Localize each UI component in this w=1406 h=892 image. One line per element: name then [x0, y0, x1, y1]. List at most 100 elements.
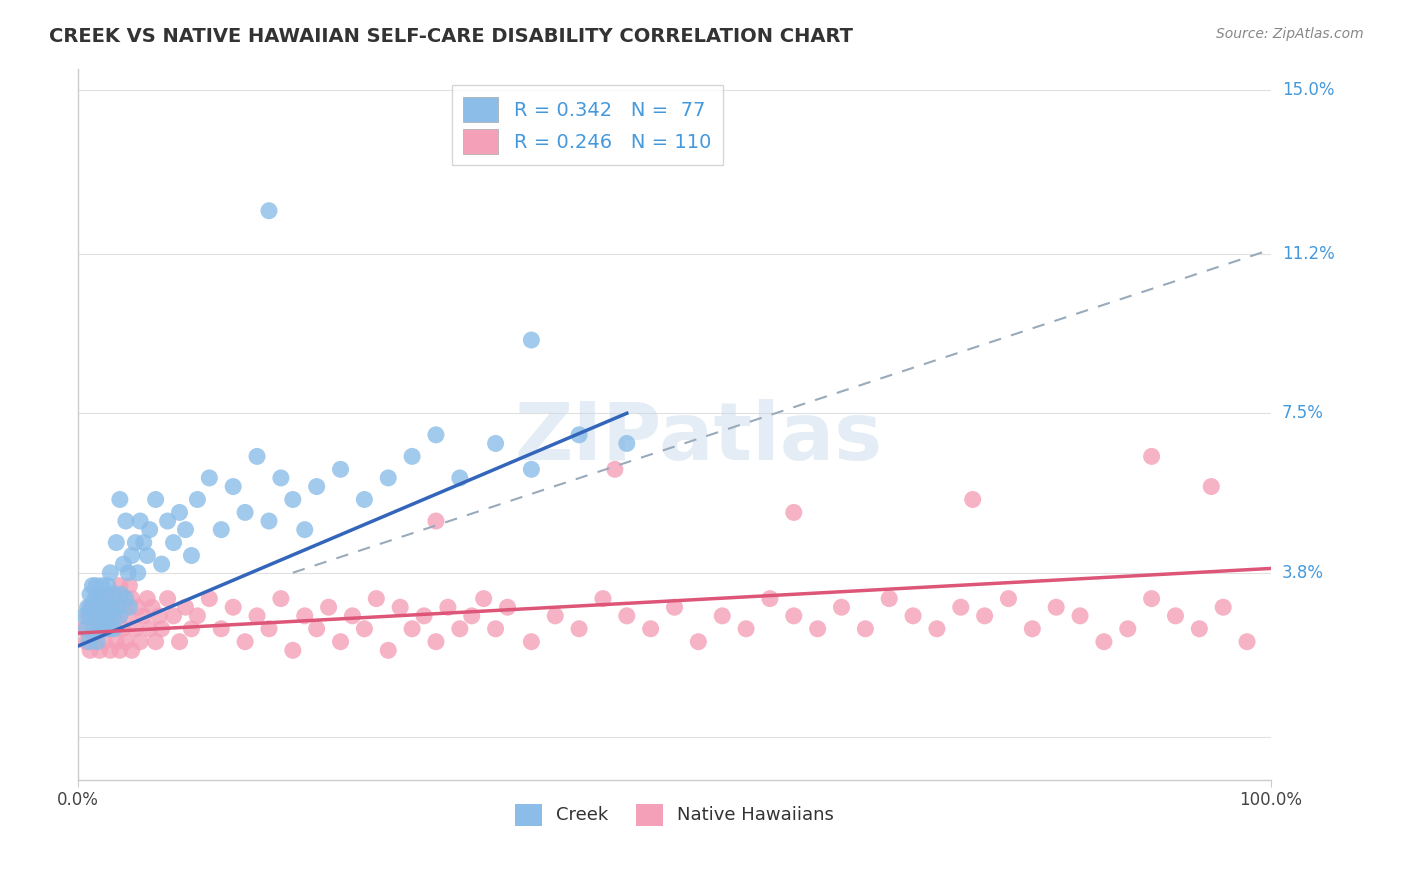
Point — [77, 634, 100, 648]
Point — [112, 557, 135, 571]
Point — [136, 549, 159, 563]
Point — [484, 622, 506, 636]
Point — [97, 591, 120, 606]
Point — [91, 608, 114, 623]
Point — [305, 479, 328, 493]
Point — [84, 608, 107, 623]
Point — [973, 608, 995, 623]
Point — [209, 622, 232, 636]
Point — [603, 462, 626, 476]
Point — [520, 462, 543, 476]
Point — [108, 643, 131, 657]
Point — [616, 436, 638, 450]
Point — [84, 579, 107, 593]
Point — [121, 591, 143, 606]
Point — [568, 622, 591, 636]
Point — [1116, 622, 1139, 636]
Point — [108, 579, 131, 593]
Point — [198, 591, 221, 606]
Point — [270, 591, 292, 606]
Point — [401, 622, 423, 636]
Point — [97, 622, 120, 636]
Point — [93, 622, 115, 636]
Point — [169, 634, 191, 648]
Point — [100, 600, 122, 615]
Point — [129, 514, 152, 528]
Point — [520, 634, 543, 648]
Point — [329, 634, 352, 648]
Point — [401, 450, 423, 464]
Point — [79, 608, 101, 623]
Point — [118, 600, 141, 615]
Point — [294, 523, 316, 537]
Text: 7.5%: 7.5% — [1282, 404, 1324, 422]
Point — [664, 600, 686, 615]
Point — [80, 600, 103, 615]
Point — [100, 600, 122, 615]
Point — [329, 462, 352, 476]
Point — [425, 634, 447, 648]
Point — [544, 608, 567, 623]
Point — [425, 514, 447, 528]
Point — [162, 608, 184, 623]
Point — [103, 587, 125, 601]
Point — [759, 591, 782, 606]
Point — [353, 492, 375, 507]
Point — [136, 591, 159, 606]
Point — [209, 523, 232, 537]
Point — [150, 622, 173, 636]
Point — [449, 471, 471, 485]
Point — [186, 608, 208, 623]
Point — [118, 579, 141, 593]
Point — [1188, 622, 1211, 636]
Point — [91, 587, 114, 601]
Text: Source: ZipAtlas.com: Source: ZipAtlas.com — [1216, 27, 1364, 41]
Point — [105, 634, 128, 648]
Point — [86, 634, 108, 648]
Point — [87, 622, 110, 636]
Point — [103, 587, 125, 601]
Point — [616, 608, 638, 623]
Point — [198, 471, 221, 485]
Point — [105, 535, 128, 549]
Point — [568, 427, 591, 442]
Point — [117, 566, 139, 580]
Point — [91, 608, 114, 623]
Point — [121, 643, 143, 657]
Point — [93, 634, 115, 648]
Point — [129, 634, 152, 648]
Point — [413, 608, 436, 623]
Point — [377, 471, 399, 485]
Point — [257, 622, 280, 636]
Point — [89, 643, 111, 657]
Point — [97, 600, 120, 615]
Point — [180, 549, 202, 563]
Point — [114, 634, 136, 648]
Point — [853, 622, 876, 636]
Point — [83, 622, 105, 636]
Point — [305, 622, 328, 636]
Point — [141, 600, 163, 615]
Point — [84, 591, 107, 606]
Point — [484, 436, 506, 450]
Point — [101, 608, 124, 623]
Point — [353, 622, 375, 636]
Point — [107, 600, 129, 615]
Point — [174, 523, 197, 537]
Point — [82, 579, 104, 593]
Point — [91, 600, 114, 615]
Point — [138, 622, 160, 636]
Point — [1140, 591, 1163, 606]
Point — [132, 535, 155, 549]
Point — [437, 600, 460, 615]
Point — [520, 333, 543, 347]
Point — [1140, 450, 1163, 464]
Point — [449, 622, 471, 636]
Point — [108, 492, 131, 507]
Point — [83, 591, 105, 606]
Point — [114, 514, 136, 528]
Point — [169, 505, 191, 519]
Point — [831, 600, 853, 615]
Point — [783, 505, 806, 519]
Point — [156, 591, 179, 606]
